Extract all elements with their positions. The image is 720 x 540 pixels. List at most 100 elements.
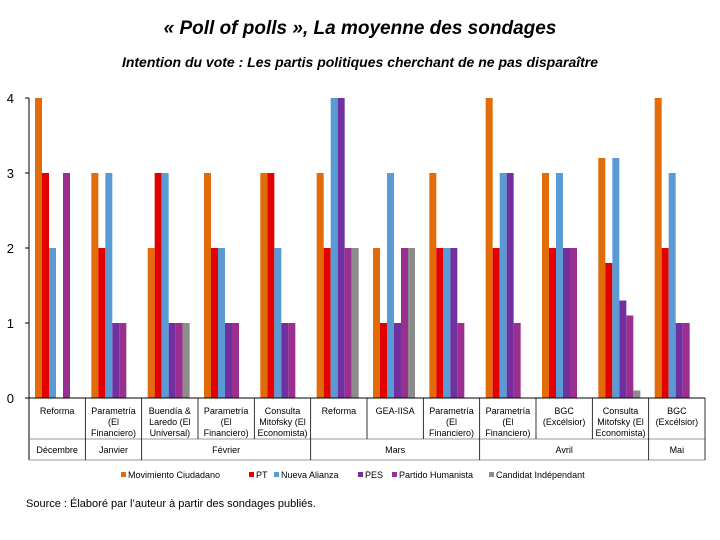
bar-movimiento-ciudadano bbox=[35, 98, 42, 398]
chart-title: « Poll of polls », La moyenne des sondag… bbox=[163, 18, 557, 39]
bar-pes bbox=[168, 323, 176, 398]
y-tick-label: 1 bbox=[7, 316, 14, 331]
x-tick-label: Parametría (El Financiero) bbox=[204, 406, 249, 438]
bar-pt bbox=[436, 248, 444, 398]
group-label: Mai bbox=[670, 445, 685, 455]
group-label: Décembre bbox=[36, 445, 78, 455]
bar-pt bbox=[492, 248, 500, 398]
bar-partido-humanista bbox=[288, 323, 296, 398]
bar-nueva-alianza bbox=[499, 173, 507, 398]
bar-nueva-alianza bbox=[218, 248, 225, 398]
bar-pt bbox=[605, 263, 613, 398]
x-tick-label: Reforma bbox=[40, 406, 75, 416]
legend-label: Nueva Alianza bbox=[281, 470, 339, 480]
bar-partido-humanista bbox=[570, 248, 577, 398]
bar-pt bbox=[267, 173, 275, 398]
y-tick-label: 2 bbox=[7, 241, 14, 256]
legend-label: PT bbox=[256, 470, 268, 480]
bar-movimiento-ciudadano bbox=[429, 173, 437, 398]
legend-label: PES bbox=[365, 470, 383, 480]
bar-pt bbox=[549, 248, 556, 398]
chart-subtitle: Intention du vote : Les partis politique… bbox=[121, 54, 599, 70]
bar-pes bbox=[450, 248, 458, 398]
bar-movimiento-ciudadano bbox=[598, 158, 606, 398]
bar-pt bbox=[211, 248, 218, 398]
bar-pt bbox=[661, 248, 669, 398]
bar-partido-humanista bbox=[344, 248, 352, 398]
bar-partido-humanista bbox=[401, 248, 408, 398]
x-tick-label: Parametría (El Financiero) bbox=[91, 406, 136, 438]
x-tick-label: Buendía & Laredo (El Universal) bbox=[149, 406, 191, 438]
bar-nueva-alianza bbox=[330, 98, 338, 398]
bar-movimiento-ciudadano bbox=[204, 173, 211, 398]
bar-partido-humanista bbox=[457, 323, 465, 398]
bar-nueva-alianza bbox=[387, 173, 394, 398]
x-tick-label: Consulta Mitofsky (El Economista) bbox=[595, 406, 645, 438]
bar-nueva-alianza bbox=[668, 173, 676, 398]
bar-movimiento-ciudadano bbox=[654, 98, 662, 398]
bar-movimiento-ciudadano bbox=[260, 173, 268, 398]
source-note: Source : Élaboré par l’auteur à partir d… bbox=[26, 498, 316, 510]
bar-pes bbox=[281, 323, 289, 398]
y-tick-label: 3 bbox=[7, 166, 14, 181]
y-tick-label: 4 bbox=[7, 91, 14, 106]
bar-candidat-ind-pendant bbox=[182, 323, 190, 398]
legend-swatch bbox=[358, 472, 363, 477]
legend-label: Partido Humanista bbox=[399, 470, 473, 480]
group-label: Février bbox=[212, 445, 240, 455]
bar-nueva-alianza bbox=[105, 173, 113, 398]
x-tick-label: Parametría (El Financiero) bbox=[485, 406, 530, 438]
bar-pt bbox=[380, 323, 387, 398]
bar-pes bbox=[337, 98, 345, 398]
bar-pes bbox=[619, 300, 627, 398]
bar-partido-humanista bbox=[175, 323, 183, 398]
bar-nueva-alianza bbox=[612, 158, 620, 398]
bar-pes bbox=[506, 173, 514, 398]
bar-partido-humanista bbox=[63, 173, 70, 398]
x-tick-label: GEA-IISA bbox=[376, 406, 415, 416]
bar-candidat-ind-pendant bbox=[633, 390, 641, 398]
legend-label: Movimiento Ciudadano bbox=[128, 470, 220, 480]
bar-partido-humanista bbox=[682, 323, 690, 398]
bar-nueva-alianza bbox=[274, 248, 282, 398]
bar-pes bbox=[225, 323, 232, 398]
bar-candidat-ind-pendant bbox=[408, 248, 415, 398]
bar-partido-humanista bbox=[513, 323, 521, 398]
group-label: Mars bbox=[385, 445, 405, 455]
bar-movimiento-ciudadano bbox=[373, 248, 380, 398]
legend-swatch bbox=[392, 472, 397, 477]
bar-partido-humanista bbox=[626, 315, 634, 398]
bar-pes bbox=[112, 323, 120, 398]
bar-pt bbox=[98, 248, 106, 398]
bar-pes bbox=[563, 248, 570, 398]
group-label: Janvier bbox=[99, 445, 128, 455]
legend-swatch bbox=[274, 472, 279, 477]
bar-candidat-ind-pendant bbox=[351, 248, 359, 398]
bar-partido-humanista bbox=[232, 323, 239, 398]
bar-nueva-alianza bbox=[556, 173, 563, 398]
legend-swatch bbox=[489, 472, 494, 477]
bar-nueva-alianza bbox=[443, 248, 451, 398]
bar-pt bbox=[323, 248, 331, 398]
legend-swatch bbox=[249, 472, 254, 477]
x-tick-label: Parametría (El Financiero) bbox=[429, 406, 474, 438]
bar-pt bbox=[154, 173, 162, 398]
y-tick-label: 0 bbox=[7, 391, 14, 406]
bar-nueva-alianza bbox=[161, 173, 169, 398]
x-tick-label: BGC (Excélsior) bbox=[543, 406, 586, 427]
group-label: Avril bbox=[555, 445, 572, 455]
bar-nueva-alianza bbox=[49, 248, 56, 398]
bar-pes bbox=[675, 323, 683, 398]
bar-pes bbox=[394, 323, 401, 398]
bar-partido-humanista bbox=[119, 323, 127, 398]
bar-movimiento-ciudadano bbox=[91, 173, 99, 398]
x-tick-label: Reforma bbox=[322, 406, 357, 416]
bar-movimiento-ciudadano bbox=[147, 248, 155, 398]
bar-pt bbox=[42, 173, 49, 398]
bar-movimiento-ciudadano bbox=[485, 98, 493, 398]
x-tick-label: Consulta Mitofsky (El Economista) bbox=[257, 406, 307, 438]
x-tick-label: BGC (Excélsior) bbox=[656, 406, 699, 427]
bar-movimiento-ciudadano bbox=[542, 173, 549, 398]
legend-label: Candidat Indépendant bbox=[496, 470, 585, 480]
